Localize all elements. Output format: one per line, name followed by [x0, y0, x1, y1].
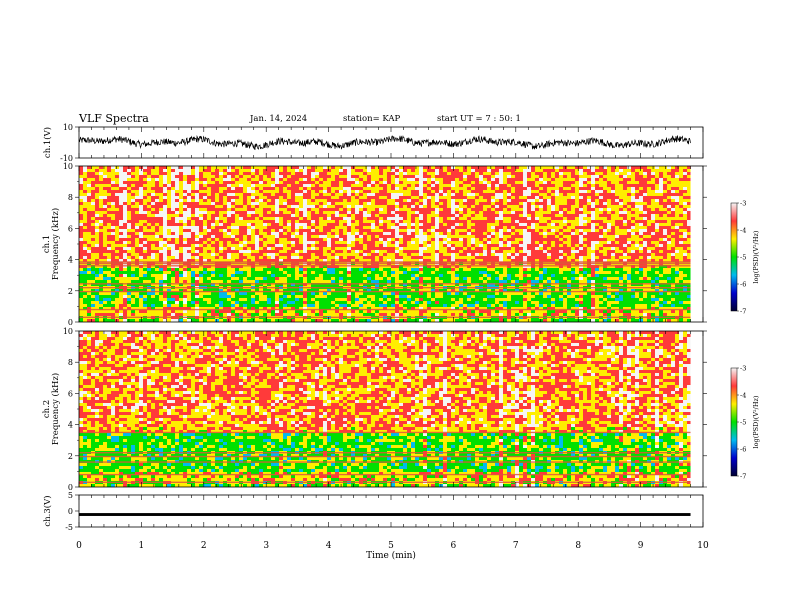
x-axis-label: Time (min)	[366, 550, 416, 561]
y-tick-label: 0	[68, 483, 73, 492]
ch3-waveform-ylabel: ch.3(V)	[42, 495, 53, 526]
y-tick-label: 6	[68, 224, 73, 233]
ch2-spectrogram-colorbar	[730, 367, 738, 477]
colorbar-tick-label: -7	[740, 308, 746, 316]
y-tick-label: 10	[63, 162, 73, 171]
x-tick-label: 8	[575, 541, 581, 551]
colorbar-tick-label: -4	[740, 392, 746, 400]
x-tick-label: 7	[513, 541, 519, 551]
y-tick-label: 0	[68, 318, 73, 327]
y-tick-label: -5	[65, 523, 73, 532]
date-label: Jan. 14, 2024	[250, 114, 308, 124]
x-ticks	[78, 495, 704, 527]
ch1-spectrogram-ylabel: Frequency (kHz)	[50, 208, 61, 280]
y-tick-label: 10	[63, 327, 73, 336]
ch1-waveform-line	[78, 134, 691, 151]
x-tick-label: 3	[263, 541, 269, 551]
x-tick-label: 1	[139, 541, 145, 551]
ch2-spectrogram-cells	[79, 331, 691, 487]
y-tick-label: 2	[68, 452, 73, 461]
figure-title: VLF Spectra	[79, 112, 149, 125]
ch2-spectrogram-ylabel: Frequency (kHz)	[50, 373, 61, 445]
y-tick-label: 2	[68, 287, 73, 296]
colorbar-tick-label: -6	[740, 446, 746, 454]
x-tick-label: 9	[638, 541, 644, 551]
x-tick-label: 5	[388, 541, 394, 551]
colorbar-tick-label: -5	[740, 419, 746, 427]
x-ticks	[78, 127, 704, 158]
colorbar-tick-label: -5	[740, 254, 746, 262]
ch1-spectrogram-ylabel-channel: ch.1	[42, 235, 52, 253]
x-tick-label: 10	[697, 541, 709, 551]
y-tick-label: 0	[68, 507, 73, 516]
y-tick-label: -10	[60, 154, 73, 163]
ch1-waveform-ylabel: ch.1(V)	[42, 127, 53, 158]
y-tick-label: 10	[63, 123, 73, 132]
ch2-spectrogram-colorbar-label: log(PSD)(V²/Hz)	[752, 395, 760, 448]
ch1-spectrogram-cells	[79, 166, 691, 322]
colorbar-tick-label: -4	[740, 227, 746, 235]
y-tick-label: 6	[68, 389, 73, 398]
y-tick-label: 4	[68, 256, 73, 265]
y-tick-label: 5	[68, 491, 73, 500]
colorbar-tick-label: -6	[740, 281, 746, 289]
y-tick-label: 8	[68, 193, 73, 202]
station-label: station= KAP	[343, 114, 401, 124]
ch1-spectrogram-colorbar	[730, 202, 738, 312]
x-tick-label: 2	[201, 541, 207, 551]
start-ut-label: start UT = 7 : 50: 1	[437, 114, 521, 124]
y-tick-label: 4	[68, 421, 73, 430]
x-tick-label: 6	[451, 541, 457, 551]
colorbar-tick-label: -7	[740, 473, 746, 481]
ch2-spectrogram-ylabel-channel: ch.2	[42, 400, 52, 418]
colorbar-tick-label: -3	[740, 365, 746, 373]
x-tick-label: 0	[76, 541, 82, 551]
colorbar-tick-label: -3	[740, 200, 746, 208]
ch3-waveform-band	[79, 513, 691, 516]
x-tick-label: 4	[326, 541, 332, 551]
y-tick-label: 8	[68, 358, 73, 367]
x-ticks	[78, 331, 704, 487]
x-ticks	[78, 166, 704, 322]
ch1-spectrogram-colorbar-label: log(PSD)(V²/Hz)	[752, 230, 760, 283]
